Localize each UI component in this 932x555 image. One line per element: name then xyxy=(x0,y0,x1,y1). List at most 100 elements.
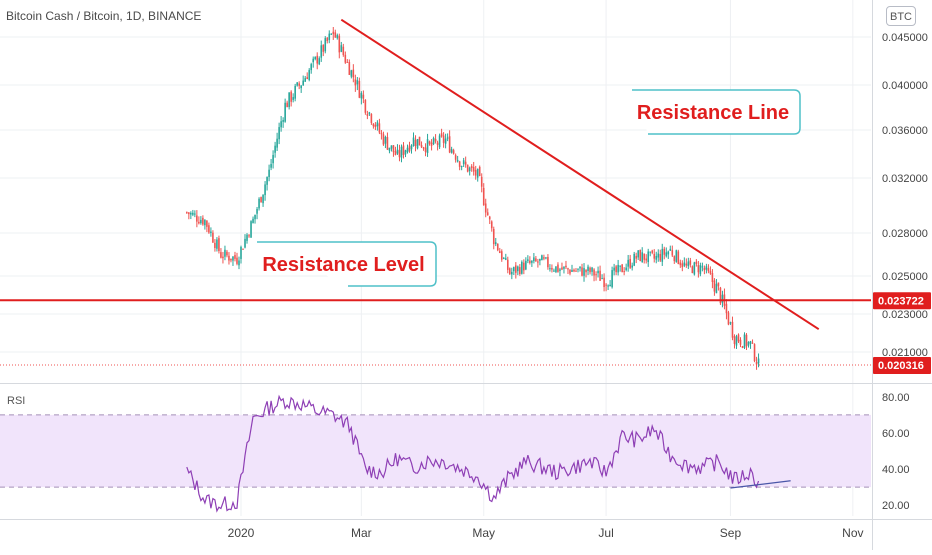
candle-body xyxy=(380,132,383,135)
candle-body xyxy=(332,31,335,35)
price-tick-label: 0.032000 xyxy=(882,173,928,185)
candle-body xyxy=(450,149,453,153)
currency-badge[interactable]: BTC xyxy=(886,6,916,26)
candle-body xyxy=(478,166,481,176)
candle-body xyxy=(308,70,311,80)
candle-body xyxy=(436,142,439,145)
candle-body xyxy=(555,266,557,272)
candle-body xyxy=(649,251,652,253)
candle-body xyxy=(394,151,397,155)
candle-body xyxy=(593,269,595,276)
candle-body xyxy=(446,137,449,139)
candle-body xyxy=(214,242,216,248)
candle-body xyxy=(358,80,361,98)
candle-body xyxy=(623,271,625,273)
resistance-line-callout-box xyxy=(632,89,801,135)
candle-body xyxy=(645,258,648,261)
candle-body xyxy=(402,145,405,155)
candle-body xyxy=(220,252,222,258)
candle-body xyxy=(685,263,688,266)
candle-body xyxy=(278,127,280,140)
candle-body xyxy=(625,267,627,271)
candle-body xyxy=(240,246,242,259)
candle-body xyxy=(729,322,732,324)
candle-body xyxy=(523,262,525,271)
candle-body xyxy=(414,139,417,147)
candle-body xyxy=(224,249,226,257)
candle-body xyxy=(655,255,658,260)
candle-body xyxy=(519,267,521,275)
candle-body xyxy=(647,251,650,263)
candle-body xyxy=(709,270,712,274)
date-axis: 2020 Mar May Jul Sep Nov xyxy=(228,526,864,540)
candle-body xyxy=(567,268,569,270)
candle-body xyxy=(268,169,270,178)
candle-body xyxy=(543,257,545,259)
candle-body xyxy=(396,149,399,154)
candle-body xyxy=(276,138,278,148)
candle-body xyxy=(440,133,443,137)
rsi-tick-label: 80.00 xyxy=(882,392,910,404)
candle-body xyxy=(198,221,200,224)
resistance-level-callout-box xyxy=(257,241,437,287)
candle-body xyxy=(573,269,575,272)
price-tick-label: 0.036000 xyxy=(882,125,928,137)
candle-body xyxy=(713,280,716,292)
candle-body xyxy=(226,251,228,256)
candle-body xyxy=(210,231,212,233)
candle-body xyxy=(186,212,188,214)
candle-body xyxy=(352,69,355,78)
candle-body xyxy=(727,312,730,325)
candle-body xyxy=(595,274,597,276)
candle-body xyxy=(292,97,294,100)
candle-body xyxy=(272,154,274,164)
candle-body xyxy=(671,250,674,256)
candle-body xyxy=(609,284,611,287)
candle-body xyxy=(675,250,678,262)
candle-body xyxy=(575,270,577,272)
candle-body xyxy=(286,102,288,108)
candle-body xyxy=(665,252,668,257)
candle-body xyxy=(504,258,507,260)
candle-body xyxy=(238,260,240,266)
candle-body xyxy=(547,256,549,268)
candle-body xyxy=(374,124,377,128)
candle-body xyxy=(663,248,666,255)
candle-body xyxy=(212,232,214,243)
candle-body xyxy=(378,123,381,133)
candle-body xyxy=(392,145,395,153)
candle-body xyxy=(320,45,323,58)
candle-body xyxy=(398,150,401,158)
candle-body xyxy=(426,139,429,153)
candle-body xyxy=(242,248,244,250)
price-marker-bg xyxy=(873,292,931,310)
date-tick-label: Jul xyxy=(598,526,613,540)
candle-body xyxy=(356,80,359,85)
candle-body xyxy=(408,145,411,152)
candle-body xyxy=(506,259,509,270)
candle-body xyxy=(258,198,260,209)
candle-body xyxy=(364,99,367,113)
candle-body xyxy=(549,268,551,270)
candle-body xyxy=(442,135,445,143)
candle-body xyxy=(705,266,708,270)
candle-body xyxy=(326,37,329,42)
candles-group xyxy=(186,26,760,370)
candle-body xyxy=(282,120,284,122)
candle-body xyxy=(529,260,531,263)
candle-body xyxy=(434,138,437,142)
rsi-tick-label: 40.00 xyxy=(882,464,910,476)
candle-body xyxy=(603,277,605,288)
candle-body xyxy=(715,283,718,294)
candle-body xyxy=(657,253,660,258)
candle-body xyxy=(617,264,619,273)
candle-body xyxy=(515,265,517,273)
candle-body xyxy=(747,341,750,346)
candle-body xyxy=(418,136,421,146)
candle-body xyxy=(190,212,192,215)
candle-body xyxy=(346,61,349,63)
resistance-level-callout: Resistance Level xyxy=(257,241,437,287)
candle-body xyxy=(559,269,561,271)
